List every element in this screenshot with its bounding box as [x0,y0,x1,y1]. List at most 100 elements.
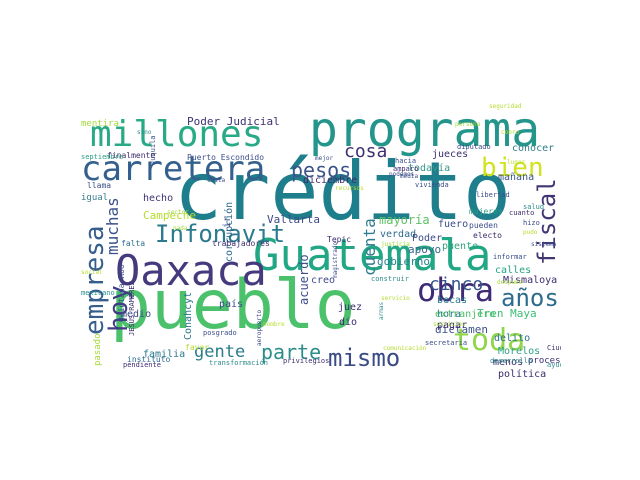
cloud-word: programa [309,102,541,158]
cloud-word: Conahcyt [183,291,194,340]
cloud-word: JESÚS RAMÍREZ [128,281,136,336]
cloud-word: media [400,173,419,180]
cloud-word: amparo [393,165,419,173]
cloud-word: comunicación [383,345,427,352]
cloud-word: extranjero [435,309,496,320]
cloud-word: sino [137,129,152,136]
cloud-word: posgrado [203,329,237,337]
cloud-word: favor [185,343,210,352]
cloud-word: medio [121,309,152,320]
cloud-word: sistema [531,241,557,248]
cloud-word: obra [417,271,495,309]
cloud-word: mexicano [81,289,115,297]
cloud-word: crédito [174,145,512,238]
cloud-word: cuanto [509,209,535,217]
cloud-word: social [81,269,103,276]
cloud-word: cinco [429,274,484,295]
cloud-word: después [497,279,523,286]
cloud-word: muchas [103,197,122,255]
cloud-word: hora [437,309,462,320]
cloud-word: sector [167,209,189,216]
cloud-word: cosa [344,141,388,162]
cloud-word: construir [371,275,409,283]
cloud-word: justicia [381,241,410,248]
cloud-word: Tren Maya [477,307,537,320]
cloud-word: Guatemala [253,230,492,281]
cloud-word: pueblo [110,266,356,345]
cloud-word: magistrado [332,241,339,278]
cloud-word: delito [494,333,531,344]
cloud-word: armas [378,301,385,320]
cloud-word: calles [495,265,532,276]
cloud-word: jueces [432,149,469,160]
cloud-word: septiembre [81,153,124,161]
cloud-word: recursos [335,185,364,192]
cloud-word: persona [455,121,481,128]
cloud-word: servicio [381,295,410,302]
cloud-word: juez [338,302,363,313]
cloud-word: Ciudad [547,344,561,352]
cloud-word: finalmente [107,151,156,160]
cloud-word: bien [481,153,544,183]
cloud-word: Vallarta [267,213,320,226]
cloud-word: menos [493,357,524,368]
cloud-word: mañana [498,172,535,183]
cloud-word: mentira [81,119,119,129]
cloud-word: dio [339,317,358,328]
cloud-word: nombre [263,321,285,328]
cloud-word: secretaria [425,339,468,347]
cloud-word: hizo [523,219,540,227]
cloud-word: pueden [469,221,498,230]
cloud-word: política [498,369,547,380]
cloud-word: servicios [433,321,466,328]
cloud-word: cobro [501,129,520,136]
cloud-word: Poder [412,233,443,244]
cloud-word: Quintana Roo [117,264,126,322]
cloud-word: verdad [380,229,417,240]
cloud-word: Campeche [143,209,196,222]
cloud-word: corrupción [224,201,235,262]
cloud-word: podemos [389,171,415,178]
cloud-word: pasado [93,333,103,366]
cloud-word: años [501,284,559,312]
cloud-word: trabajadores [212,239,270,248]
cloud-word: nada [173,225,188,232]
cloud-word: toda [453,323,526,358]
word-cloud: crédito pueblo Guatemala programa Oaxaca… [77,100,561,380]
cloud-word: falta [121,239,146,248]
cloud-word: pagar [437,320,468,331]
cloud-word: parte [261,340,322,364]
cloud-word: Mismaloya [503,275,558,286]
cloud-word: hecho [143,193,174,204]
cloud-word: proceso [528,356,561,366]
cloud-word: Puerto Escondido [187,153,265,162]
cloud-word: carretera [81,149,266,189]
cloud-word: hacia [395,157,417,165]
cloud-word: vivienda [415,181,449,189]
cloud-word: lugar [507,159,526,166]
cloud-word: cuenta [360,218,379,276]
cloud-word: creo [311,275,336,286]
cloud-word: ayudar [547,361,561,369]
cloud-word: libertad [476,191,510,199]
cloud-word: diciembre [303,175,358,186]
cloud-word: Tepic [327,235,352,244]
cloud-word: millones [90,114,264,155]
cloud-word: puente [442,241,479,252]
cloud-word: becas [437,295,468,306]
cloud-word: gobierno [377,255,430,268]
cloud-word: dictamen [435,323,488,336]
cloud-word: llama [87,181,112,190]
cloud-word: mismo [328,344,401,372]
cloud-word: Poder Judicial [187,115,280,128]
cloud-word: Juquila [149,135,157,165]
cloud-word: costa [207,177,226,184]
cloud-word: diputado [457,143,491,151]
cloud-word: mejor [315,155,334,162]
cloud-word: mujeres [469,207,503,216]
cloud-word: país [219,299,244,310]
cloud-word: Infonavit [155,220,286,248]
cloud-word: desarrollo [490,357,533,365]
cloud-word: acuerdo [297,254,311,305]
cloud-word: mayoría [379,213,430,227]
